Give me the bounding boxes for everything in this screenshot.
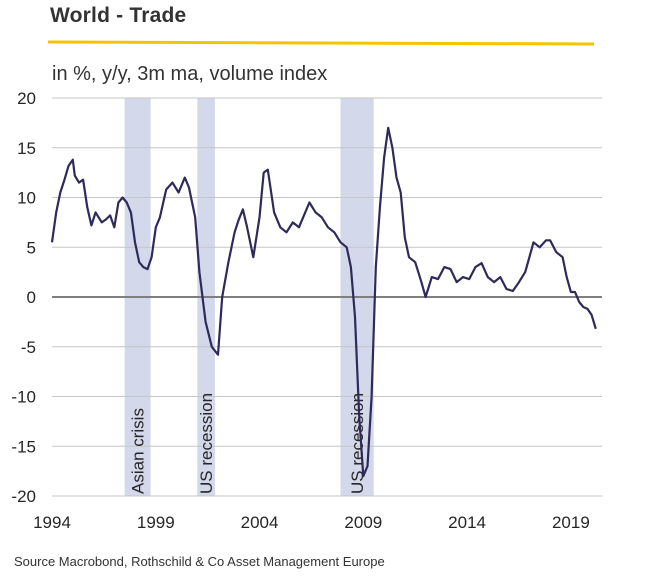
- y-axis: 20 15 10 5 0 -5 -10 -15 -20: [11, 89, 36, 506]
- trade-volume-line: [50, 126, 597, 478]
- chart-subtitle: in %, y/y, 3m ma, volume index: [52, 63, 328, 85]
- y-tick-label: 20: [17, 89, 36, 108]
- x-tick-label: 2009: [344, 513, 382, 532]
- y-tick-label: 5: [27, 238, 36, 257]
- source-note: Source Macrobond, Rothschild & Co Asset …: [14, 554, 385, 569]
- y-tick-label: 10: [17, 189, 36, 208]
- x-tick-label: 2019: [552, 513, 590, 532]
- x-tick-label: 2004: [241, 513, 279, 532]
- y-tick-label: -10: [11, 388, 36, 407]
- y-tick-label: -20: [11, 487, 36, 506]
- recession-label: US recession: [348, 393, 367, 494]
- y-tick-label: 15: [17, 139, 36, 158]
- y-tick-label: -15: [11, 437, 36, 456]
- recession-label: Asian crisis: [129, 408, 148, 494]
- title-underline: [47, 40, 595, 46]
- y-tick-label: -5: [21, 338, 36, 357]
- gridlines: [52, 97, 602, 497]
- x-tick-label: 1999: [137, 513, 175, 532]
- x-tick-label: 2014: [448, 513, 486, 532]
- chart-title: World - Trade: [50, 4, 187, 27]
- recession-labels: Asian crisis US recession US recession: [129, 393, 367, 494]
- recession-label: US recession: [197, 393, 216, 494]
- x-axis: 1994 1999 2004 2009 2014 2019: [33, 513, 590, 532]
- x-tick-label: 1994: [33, 513, 71, 532]
- y-tick-label: 0: [27, 288, 36, 307]
